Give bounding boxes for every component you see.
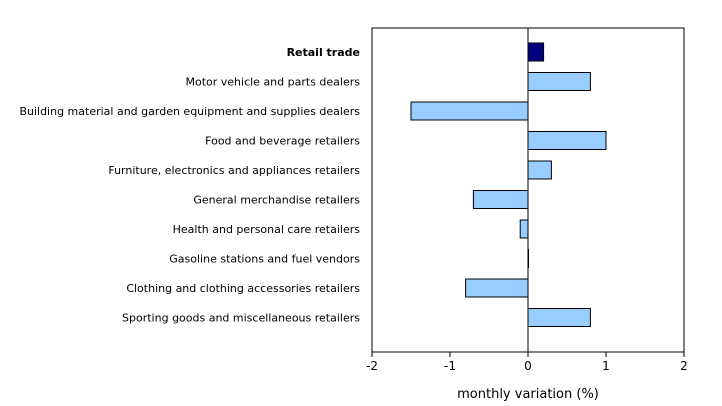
category-label: Gasoline stations and fuel vendors [169,253,360,266]
bar [410,101,529,121]
bar [527,131,607,150]
x-tick-label: 1 [602,359,610,373]
category-label: Building material and garden equipment a… [19,105,360,118]
bar [527,72,591,91]
bar [465,278,529,298]
x-tick-label: -2 [366,359,378,373]
x-tick-label: 0 [524,359,532,373]
category-label: Motor vehicle and parts dealers [185,76,360,89]
x-axis-title: monthly variation (%) [457,387,599,402]
category-label: Clothing and clothing accessories retail… [126,282,360,295]
bar [527,308,591,327]
category-label: Furniture, electronics and appliances re… [108,164,360,177]
bar [527,42,545,62]
x-axis-ticks: -2 -1 0 1 2 [366,352,688,373]
bar [472,190,529,209]
bar [527,160,552,180]
category-label: Retail trade [287,46,360,59]
x-tick-label: -1 [444,359,456,373]
category-label: Food and beverage retailers [205,135,360,148]
x-tick-label: 2 [680,359,688,373]
bar-series [410,42,607,327]
category-label: Health and personal care retailers [173,223,361,236]
category-label: General merchandise retailers [193,194,360,207]
category-labels: Retail trade Motor vehicle and parts deal… [19,46,360,325]
bar [519,219,529,239]
category-label: Sporting goods and miscellaneous retaile… [122,312,360,325]
